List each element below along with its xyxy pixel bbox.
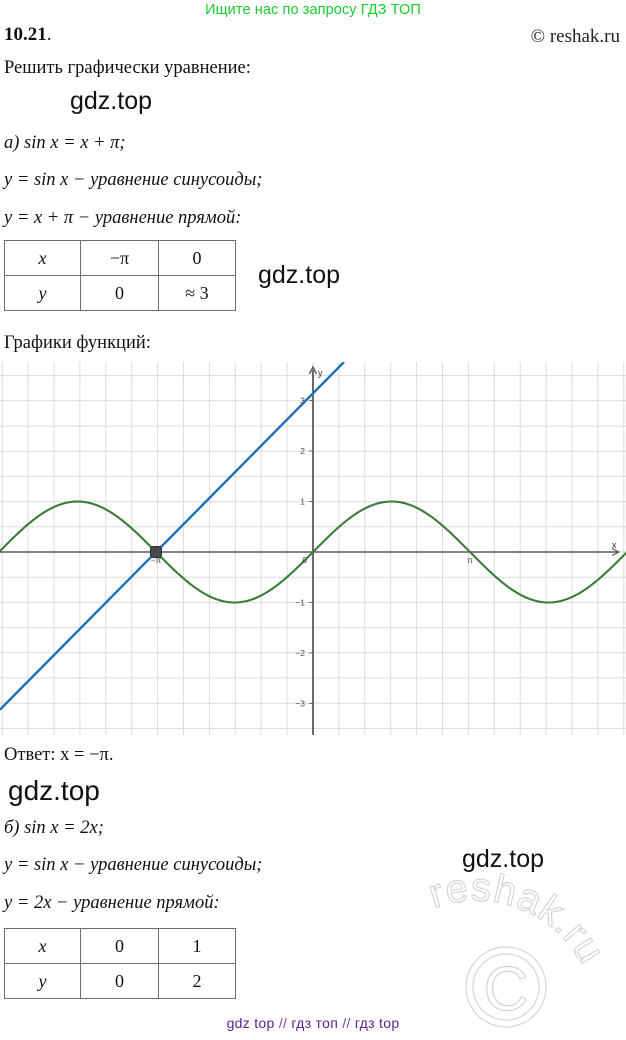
gdz-watermark-2: gdz.top — [258, 261, 341, 289]
task-number-trail: . — [46, 24, 52, 45]
part-a-line-definition: y = x + π − уравнение прямой: — [4, 208, 242, 228]
prompt-text: Решить графически уравнение: — [4, 58, 251, 78]
intersection-point — [150, 546, 162, 558]
gdz-watermark-1: gdz.top — [70, 87, 153, 115]
table-row: y 0 2 — [4, 963, 236, 999]
svg-text:−1: −1 — [295, 598, 305, 608]
part-a-sine-definition: y = sin x − уравнение синусоиды; — [4, 170, 263, 190]
table-b-r0-v2: 1 — [158, 928, 236, 964]
values-table-a: x −π 0 y 0 ≈ 3 — [4, 240, 236, 311]
x-axis-label: x — [612, 540, 617, 550]
footer-separator-1: // — [278, 1015, 288, 1031]
svg-text:−2: −2 — [295, 648, 305, 658]
straight-line — [0, 362, 345, 711]
table-a-r0-v1: −π — [80, 240, 159, 276]
values-table-b: x 0 1 y 0 2 — [4, 928, 236, 999]
part-b-equation: б) sin x = 2x; — [4, 818, 104, 838]
table-a-r1-label: y — [4, 275, 81, 311]
copyright-notice: © reshak.ru — [530, 26, 620, 47]
footer-link-3[interactable]: гдз top — [354, 1015, 400, 1031]
table-row: x −π 0 — [4, 240, 236, 276]
part-b-line-definition: y = 2x − уравнение прямой: — [4, 893, 220, 913]
part-b-sine-definition: y = sin x − уравнение синусоиды; — [4, 855, 263, 875]
footer-link-2[interactable]: гдз топ — [291, 1015, 339, 1031]
gdz-watermark-4: gdz.top — [462, 845, 545, 873]
footer-links: gdz top // гдз топ // гдз top — [0, 1015, 626, 1031]
table-b-r0-label: x — [4, 928, 81, 964]
svg-text:−π: −π — [151, 555, 162, 565]
y-axis-label: y — [318, 368, 323, 378]
table-a-r0-v2: 0 — [158, 240, 236, 276]
reshak-outline-watermark: reshak.ru C — [423, 865, 613, 1028]
table-a-r0-label: x — [4, 240, 81, 276]
tick-labels: 3 2 1 −1 −2 −3 −π 0 π — [151, 396, 473, 709]
table-a-r1-v1: 0 — [80, 275, 159, 311]
table-a-r1-v2: ≈ 3 — [158, 275, 236, 311]
promo-banner: Ищите нас по запросу ГДЗ ТОП — [205, 2, 421, 18]
svg-text:0: 0 — [302, 555, 307, 565]
plot-svg: 3 2 1 −1 −2 −3 −π 0 π x y — [0, 362, 626, 735]
footer-link-1[interactable]: gdz top — [226, 1015, 275, 1031]
axes — [0, 365, 621, 735]
svg-text:π: π — [467, 555, 473, 565]
table-b-r1-v2: 2 — [158, 963, 236, 999]
task-number: 10.21. — [4, 24, 52, 46]
task-number-value: 10.21 — [4, 24, 47, 45]
copyright-glyph: C — [484, 955, 529, 1024]
table-b-r1-v1: 0 — [80, 963, 159, 999]
svg-text:1: 1 — [300, 497, 305, 507]
part-a-equation: а) sin x = x + π; — [4, 133, 126, 153]
table-row: y 0 ≈ 3 — [4, 275, 236, 311]
answer-a: Ответ: x = −π. — [4, 745, 114, 765]
table-row: x 0 1 — [4, 928, 236, 964]
footer-separator-2: // — [342, 1015, 351, 1031]
svg-text:3: 3 — [300, 396, 305, 406]
copyright-circle-inner — [472, 953, 540, 1021]
sine-curve — [0, 500, 626, 604]
function-plot: 3 2 1 −1 −2 −3 −π 0 π x y — [0, 362, 626, 735]
graphs-caption: Графики функций: — [4, 333, 151, 353]
table-b-r1-label: y — [4, 963, 81, 999]
svg-text:−3: −3 — [295, 699, 305, 709]
svg-text:2: 2 — [300, 446, 305, 456]
table-b-r0-v1: 0 — [80, 928, 159, 964]
gdz-watermark-3: gdz.top — [8, 775, 100, 806]
reshak-text: reshak.ru — [423, 865, 613, 971]
